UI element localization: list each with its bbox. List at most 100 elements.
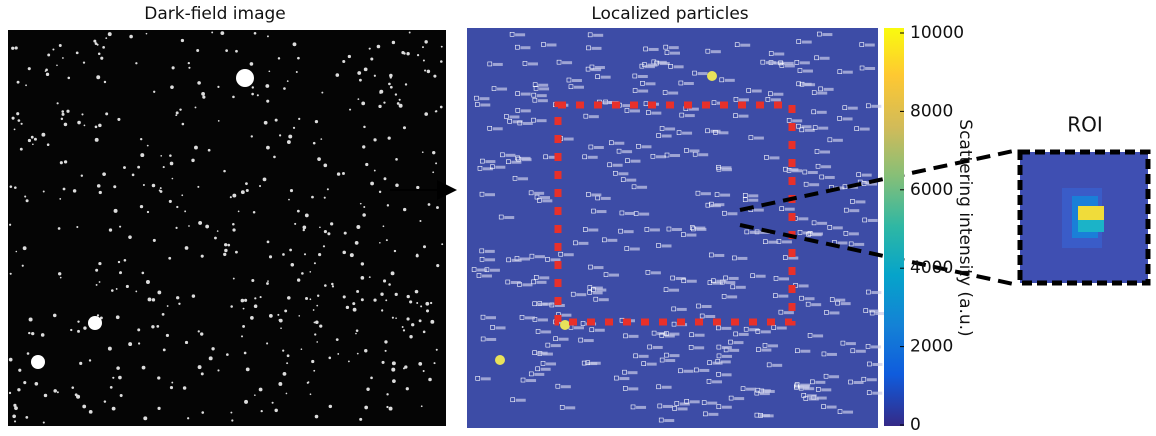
particle	[385, 299, 387, 301]
particle	[304, 253, 306, 255]
particle-tag	[485, 193, 495, 196]
particle	[267, 35, 269, 37]
particle	[423, 370, 425, 372]
particle	[128, 342, 132, 346]
particle-tag	[534, 373, 544, 376]
particle	[211, 347, 214, 350]
particle-tag	[594, 146, 604, 149]
particle	[441, 243, 443, 245]
particle	[53, 389, 57, 393]
particle	[364, 406, 368, 410]
particle	[146, 33, 148, 35]
particle	[61, 113, 64, 116]
particle	[259, 185, 261, 187]
particle	[274, 409, 277, 412]
particle-tag	[674, 65, 684, 68]
particle-tag	[716, 280, 726, 283]
particle	[277, 314, 279, 316]
particle	[434, 362, 436, 364]
particle-tag	[854, 243, 864, 246]
particle	[142, 366, 146, 370]
particle-tag	[546, 362, 556, 365]
particle	[77, 330, 80, 333]
particle	[148, 298, 152, 302]
particle	[28, 139, 31, 142]
particle-tag	[509, 115, 519, 118]
particle-tag	[833, 226, 843, 229]
particle	[28, 67, 31, 70]
particle	[120, 394, 123, 397]
particle-tag	[538, 84, 548, 87]
particle	[385, 350, 387, 352]
particle	[202, 96, 205, 99]
particle-tag	[871, 345, 881, 348]
particle	[76, 51, 79, 54]
particle	[389, 407, 393, 411]
particle-tag	[645, 82, 655, 85]
particle	[238, 211, 240, 213]
particle	[425, 302, 429, 306]
particle	[254, 304, 258, 308]
particle	[111, 289, 114, 292]
particle	[195, 106, 197, 108]
particle-tag	[669, 333, 679, 336]
particle	[313, 309, 315, 311]
particle-tag	[538, 303, 548, 306]
particle	[357, 98, 359, 100]
particle-tag	[564, 253, 574, 256]
particle	[77, 320, 79, 322]
particle	[231, 419, 233, 421]
particle-tag	[493, 127, 503, 130]
particle	[327, 232, 330, 235]
particle-tag	[515, 33, 525, 36]
particle-tag	[860, 128, 870, 131]
particle-tag	[539, 87, 549, 90]
particle	[259, 388, 263, 392]
particle	[391, 271, 395, 275]
particle	[61, 118, 63, 120]
particle	[183, 386, 187, 390]
particle-tag	[479, 97, 489, 100]
particle	[95, 138, 99, 142]
particle	[83, 61, 85, 63]
particle	[305, 214, 309, 218]
particle-tag	[754, 137, 764, 140]
particle	[436, 264, 439, 267]
particle-tag	[875, 312, 885, 315]
particle	[319, 324, 322, 327]
particle-tag	[628, 387, 638, 390]
particle	[235, 50, 238, 53]
particle-tag	[541, 330, 551, 333]
particle-tag	[602, 101, 612, 104]
particle-tag	[871, 105, 881, 108]
particle	[293, 42, 297, 46]
particle-tag	[820, 151, 830, 154]
particle	[380, 293, 383, 296]
particle	[337, 353, 339, 355]
particle	[223, 253, 226, 256]
particle	[198, 365, 202, 369]
particle	[142, 272, 145, 275]
particle-tag	[485, 258, 495, 261]
particle-tag	[803, 70, 813, 73]
particle-tag	[822, 33, 832, 36]
particle-tag	[541, 368, 551, 371]
particle-tag	[543, 353, 553, 356]
particle	[137, 166, 140, 169]
particle	[266, 146, 270, 150]
particle	[440, 60, 443, 63]
particle	[301, 348, 303, 350]
particle	[361, 276, 365, 280]
particle	[201, 92, 205, 96]
particle	[251, 93, 254, 96]
particle	[108, 32, 112, 36]
particle	[211, 31, 213, 33]
particle-tag	[561, 314, 571, 317]
particle	[407, 295, 410, 298]
particle-tag	[595, 66, 605, 69]
particle	[143, 416, 147, 420]
particle	[432, 171, 434, 173]
particle	[185, 246, 189, 250]
particle	[348, 55, 351, 58]
particle-tag	[593, 266, 603, 269]
